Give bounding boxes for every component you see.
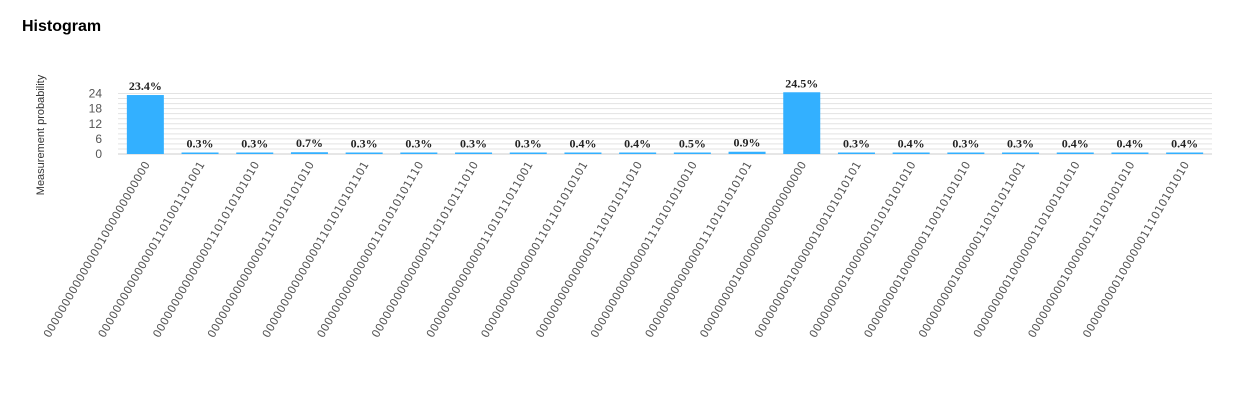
x-tick-label: 0000000001000000110010101010	[861, 159, 973, 340]
x-tick-label: 0000000001000000110101011001	[916, 159, 1028, 340]
x-tick-label: 0000000000000001101011011001	[424, 159, 536, 340]
x-tick-label: 0000000001000000110101001010	[1026, 159, 1138, 340]
bar-data-label: 0.3%	[241, 137, 268, 151]
bar[interactable]	[126, 95, 164, 154]
bar[interactable]	[673, 152, 711, 155]
bar-data-label: 24.5%	[785, 76, 818, 90]
bar-data-label: 0.4%	[624, 137, 651, 151]
bar[interactable]	[1002, 152, 1040, 155]
bar-data-label: 0.5%	[679, 137, 706, 151]
x-tick-label: 0000000000000001101001101001	[96, 159, 208, 340]
bar[interactable]	[892, 152, 930, 155]
bar-data-label: 0.4%	[1116, 137, 1143, 151]
bar-data-label: 0.4%	[898, 137, 925, 151]
bar[interactable]	[236, 152, 274, 155]
x-tick-label: 0000000000000001110101011010	[533, 159, 645, 340]
bar-data-label: 0.9%	[734, 136, 761, 150]
bar[interactable]	[728, 151, 766, 154]
bar[interactable]	[400, 152, 438, 155]
x-tick-label: 0000000000000001101010101010	[205, 159, 317, 340]
x-tick-label: 0000000000000001101010101010	[150, 159, 262, 340]
bar[interactable]	[509, 152, 547, 155]
bar[interactable]	[619, 152, 657, 155]
bar-data-label: 0.3%	[460, 137, 487, 151]
bar-data-label: 0.3%	[843, 137, 870, 151]
bar-data-label: 23.4%	[129, 79, 162, 93]
bar-data-label: 0.7%	[296, 136, 323, 150]
x-tick-label: 0000000001000000000000000000	[697, 159, 809, 340]
data-labels: 23.4% 0.3% 0.3% 0.7% 0.3% 0.3% 0.3% 0.3% 0.4% 0.4…	[129, 76, 1198, 150]
x-tick-label: 0000000000000001110101010010	[588, 159, 700, 340]
y-tick-label: 24	[89, 87, 103, 101]
bar[interactable]	[783, 92, 821, 154]
x-tick-label: 0000000001000000110100101010	[971, 159, 1083, 340]
bar[interactable]	[947, 152, 985, 155]
bar-data-label: 0.3%	[1007, 137, 1034, 151]
bar[interactable]	[837, 152, 875, 155]
bar-data-label: 0.4%	[1062, 137, 1089, 151]
y-tick-label: 0	[95, 147, 102, 161]
x-axis: 0000000000000001000000000000000000000000…	[41, 159, 1192, 340]
x-tick-label: 0000000001000000100101010101	[752, 159, 864, 340]
bar[interactable]	[1111, 152, 1149, 155]
bar-data-label: 0.4%	[569, 137, 596, 151]
grid-lines	[118, 93, 1212, 155]
x-tick-label: 0000000001000000101010101010	[807, 159, 919, 340]
x-tick-label: 0000000000000001000000000000	[41, 159, 153, 340]
bar-data-label: 0.3%	[187, 137, 214, 151]
bar[interactable]	[290, 152, 328, 154]
x-tick-label: 0000000000000001101101010101	[479, 159, 591, 340]
page-title: Histogram	[22, 18, 102, 35]
y-tick-label: 12	[89, 117, 103, 131]
bar-data-label: 0.3%	[351, 137, 378, 151]
y-tick-label: 6	[95, 132, 102, 146]
x-tick-label: 0000000000000001101010101110	[314, 159, 426, 340]
x-tick-label: 0000000000000001101010101101	[260, 159, 372, 340]
x-tick-label: 0000000000000001101010111010	[369, 159, 481, 340]
bar-data-label: 0.3%	[515, 137, 542, 151]
y-axis-label: Measurement probability	[35, 74, 47, 195]
bar[interactable]	[345, 152, 383, 155]
bar-data-label: 0.3%	[405, 137, 432, 151]
bar-data-label: 0.4%	[1171, 137, 1198, 151]
x-tick-label: 0000000001000000111010101010	[1080, 159, 1192, 340]
bar[interactable]	[1166, 152, 1204, 155]
bars	[126, 92, 1204, 155]
bar-data-label: 0.3%	[952, 137, 979, 151]
x-tick-label: 0000000000000001110101010101	[643, 159, 755, 340]
y-tick-label: 18	[89, 102, 103, 116]
bar[interactable]	[181, 152, 219, 155]
bar[interactable]	[1056, 152, 1094, 155]
bar[interactable]	[455, 152, 493, 155]
bar[interactable]	[564, 152, 602, 155]
